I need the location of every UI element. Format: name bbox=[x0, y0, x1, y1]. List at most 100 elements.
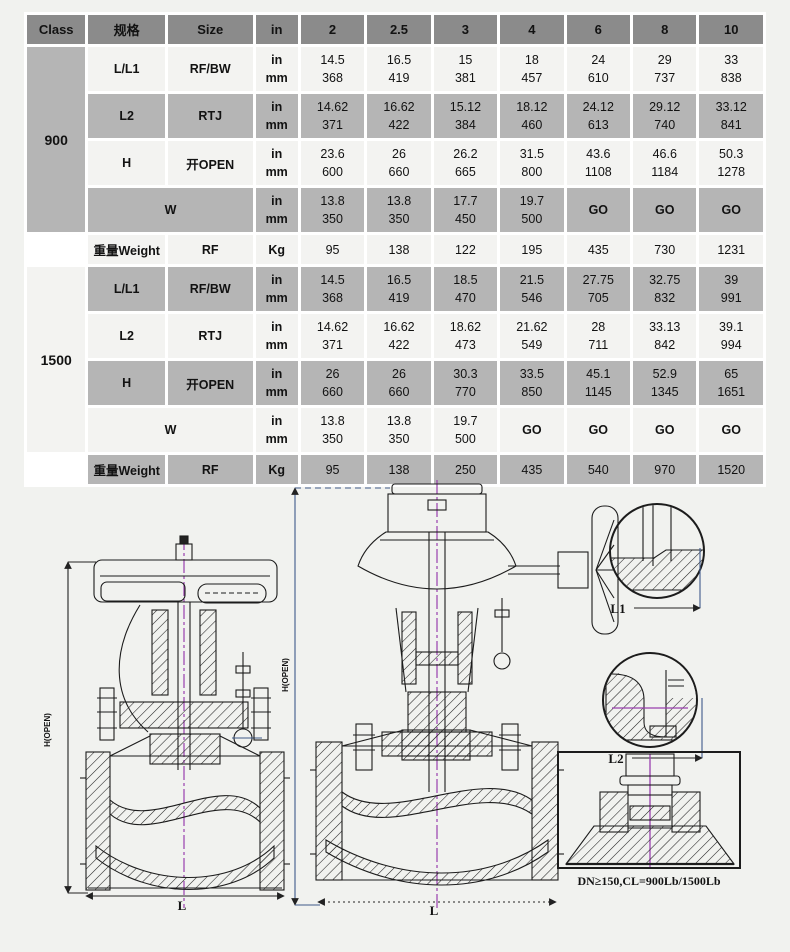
spec-cell: H bbox=[88, 141, 165, 185]
spec-table-head-row: Class 规格 Size in 2 2.5 3 4 6 8 10 bbox=[27, 15, 763, 44]
spec-cell: 27.75 705 bbox=[566, 267, 631, 311]
spec-cell: 18.5 470 bbox=[433, 267, 498, 311]
spec-table-body: 900 L/L1 RF/BW in mm 14.5 368 16.5 419 15 381 18 457… bbox=[27, 47, 763, 484]
l1-detail-label: L1 bbox=[610, 601, 625, 616]
spec-cell: 13.8 350 bbox=[300, 408, 365, 452]
column-header-10: 10 bbox=[699, 15, 763, 44]
spec-cell: RTJ bbox=[167, 94, 253, 138]
spec-cell: 28 711 bbox=[566, 314, 631, 358]
spec-cell: 15 381 bbox=[433, 47, 498, 91]
spec-cell: 重量Weight bbox=[88, 235, 165, 264]
weight-row: 重量Weight RF Kg 95 138 250 435 540 970 1520 bbox=[27, 455, 763, 484]
spec-cell: in mm bbox=[255, 314, 298, 358]
spec-cell: GO bbox=[633, 188, 697, 232]
spec-row: H 开OPEN in mm 23.6 600 26 660 26.2 665 31.5 800 43.6… bbox=[27, 141, 763, 185]
column-header-9: 8 bbox=[633, 15, 697, 44]
spec-cell: 13.8 350 bbox=[367, 188, 431, 232]
column-header-4: 2 bbox=[300, 15, 365, 44]
l2-detail-label: L2 bbox=[608, 751, 623, 766]
spec-cell: 39 991 bbox=[699, 267, 763, 311]
spec-cell: in mm bbox=[255, 361, 298, 405]
spec-cell: 14.5 368 bbox=[300, 267, 365, 311]
spec-cell: 65 1651 bbox=[699, 361, 763, 405]
spec-cell: 138 bbox=[367, 455, 431, 484]
spec-cell: RF/BW bbox=[167, 47, 253, 91]
spec-cell: 18.62 473 bbox=[433, 314, 498, 358]
center-valve-drawing: H(OPEN) bbox=[281, 480, 619, 918]
spec-cell: 14.62 371 bbox=[300, 94, 365, 138]
spec-table-wrap: Class 规格 Size in 2 2.5 3 4 6 8 10 900 L/L1 RF/BW in mm… bbox=[24, 12, 766, 487]
spec-cell: 16.5 419 bbox=[367, 47, 431, 91]
spec-row: 1500 L/L1 RF/BW in mm 14.5 368 16.5 419 18.5 470 21… bbox=[27, 267, 763, 452]
left-valve-drawing: H(OPEN) bbox=[43, 535, 290, 913]
spec-cell: 138 bbox=[367, 235, 431, 264]
column-header-8: 6 bbox=[566, 15, 631, 44]
column-header-3: in bbox=[255, 15, 298, 44]
weight-row: 重量Weight RF Kg 95 138 122 195 435 730 1231 bbox=[27, 235, 763, 264]
spec-cell: L/L1 bbox=[88, 267, 165, 311]
spec-cell: 435 bbox=[500, 455, 564, 484]
spec-cell: 33.5 850 bbox=[500, 361, 564, 405]
spec-cell: 21.62 549 bbox=[500, 314, 564, 358]
spec-cell: 1231 bbox=[699, 235, 763, 264]
spec-cell: 26 660 bbox=[300, 361, 365, 405]
spec-cell: 23.6 600 bbox=[300, 141, 365, 185]
spec-cell: in mm bbox=[255, 408, 298, 452]
spec-cell: 19.7 500 bbox=[433, 408, 498, 452]
spec-cell: H bbox=[88, 361, 165, 405]
spec-cell: 24 610 bbox=[566, 47, 631, 91]
spec-cell: 13.8 350 bbox=[300, 188, 365, 232]
column-header-1: 规格 bbox=[88, 15, 165, 44]
spec-cell: 43.6 1108 bbox=[566, 141, 631, 185]
spec-cell: L2 bbox=[88, 314, 165, 358]
spec-cell bbox=[27, 235, 85, 264]
spec-cell: 18 457 bbox=[500, 47, 564, 91]
column-header-0: Class bbox=[27, 15, 86, 44]
spec-row: H 开OPEN in mm 26 660 26 660 30.3 770 33.5 850 45.1 11… bbox=[27, 361, 763, 405]
spec-cell: 122 bbox=[433, 235, 498, 264]
spec-cell: 970 bbox=[633, 455, 697, 484]
spec-cell: in mm bbox=[255, 94, 298, 138]
spec-cell: W bbox=[88, 408, 253, 452]
spec-cell: 26 660 bbox=[367, 361, 431, 405]
spec-cell: 29 737 bbox=[633, 47, 697, 91]
spec-cell: 26 660 bbox=[367, 141, 431, 185]
spec-row: L2 RTJ in mm 14.62 371 16.62 422 15.12 384 18.12 46… bbox=[27, 94, 763, 138]
spec-cell: in mm bbox=[255, 188, 298, 232]
l2-detail-circle: L2 bbox=[602, 652, 703, 766]
bottom-detail-box: DN≥150,CL=900Lb/1500Lb bbox=[557, 751, 741, 888]
spec-cell: in mm bbox=[255, 141, 298, 185]
spec-cell: 435 bbox=[566, 235, 631, 264]
spec-cell: 15.12 384 bbox=[433, 94, 498, 138]
column-header-5: 2.5 bbox=[367, 15, 431, 44]
spec-cell: GO bbox=[500, 408, 564, 452]
spec-cell: 1520 bbox=[699, 455, 763, 484]
technical-drawings: H(OPEN) bbox=[43, 480, 741, 918]
center-length-dimension-label: L bbox=[430, 903, 439, 918]
spec-cell: 26.2 665 bbox=[433, 141, 498, 185]
spec-cell: RF/BW bbox=[167, 267, 253, 311]
spec-cell: 24.12 613 bbox=[566, 94, 631, 138]
spec-cell: in mm bbox=[255, 47, 298, 91]
spec-cell: 19.7 500 bbox=[500, 188, 564, 232]
class-label: 900 bbox=[27, 47, 86, 232]
spec-cell: 730 bbox=[633, 235, 697, 264]
spec-cell: 195 bbox=[500, 235, 564, 264]
spec-cell: 31.5 800 bbox=[500, 141, 564, 185]
spec-cell: 45.1 1145 bbox=[566, 361, 631, 405]
left-length-dimension-label: L bbox=[178, 898, 187, 913]
spec-cell: 30.3 770 bbox=[433, 361, 498, 405]
spec-cell: W bbox=[88, 188, 253, 232]
spec-cell: 16.5 419 bbox=[367, 267, 431, 311]
spec-cell: 95 bbox=[300, 235, 365, 264]
spec-cell: 16.62 422 bbox=[367, 314, 431, 358]
spec-cell: L2 bbox=[88, 94, 165, 138]
spec-row: L2 RTJ in mm 14.62 371 16.62 422 18.62 473 21.62 54… bbox=[27, 314, 763, 358]
spec-cell: 52.9 1345 bbox=[633, 361, 697, 405]
spec-cell: GO bbox=[699, 188, 763, 232]
spec-cell: GO bbox=[566, 188, 631, 232]
spec-cell: RTJ bbox=[167, 314, 253, 358]
spec-cell: 33 838 bbox=[699, 47, 763, 91]
